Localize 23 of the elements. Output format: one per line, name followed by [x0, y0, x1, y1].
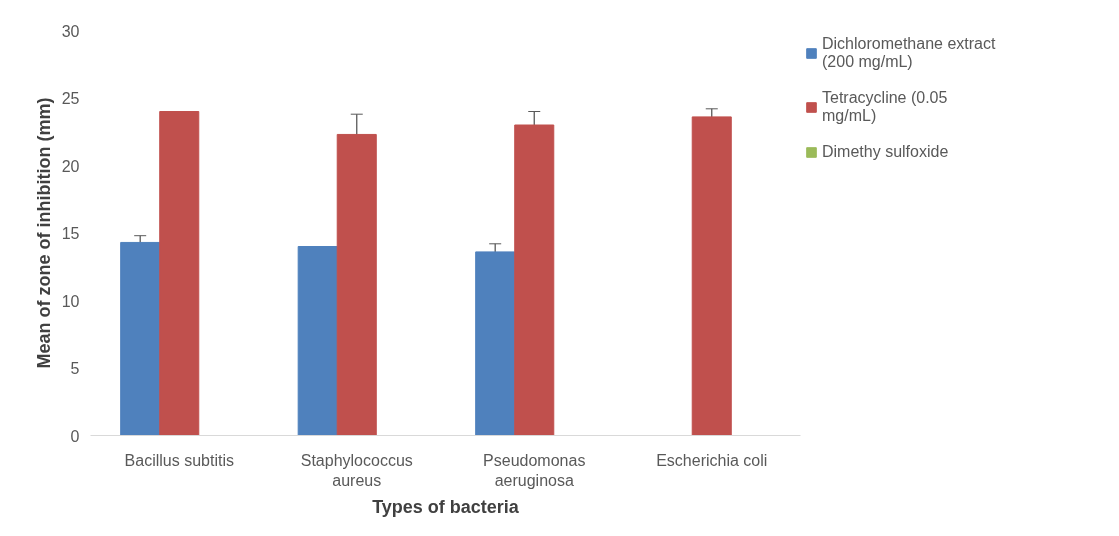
legend-label: Dimethy sulfoxide — [822, 143, 949, 161]
y-tick-label: 10 — [61, 292, 80, 310]
y-tick-label: 15 — [61, 225, 80, 242]
x-tick-label: Pseudomonas aeruginosa — [483, 451, 586, 489]
y-tick-label: 0 — [70, 427, 80, 445]
bar — [475, 251, 516, 436]
y-tick-label: 20 — [61, 157, 80, 175]
legend-label: Tetracycline (0.05 mg/mL) — [822, 89, 948, 125]
x-tick-label: Bacillus subtitis — [124, 451, 234, 469]
y-axis-title: Mean of zone of inhibition (mm) — [33, 97, 54, 369]
y-tick-label: 5 — [70, 360, 80, 377]
bar — [159, 111, 200, 436]
bar — [120, 241, 161, 436]
bar — [691, 116, 732, 436]
legend-label: Dichloromethane extract (200 mg/mL) — [822, 35, 996, 71]
bar — [297, 246, 338, 436]
x-axis-title: Types of bacteria — [372, 496, 520, 517]
y-tick-label: 30 — [61, 22, 80, 40]
y-tick-label: 25 — [61, 90, 80, 107]
x-tick-label: Escherichia coli — [656, 451, 768, 469]
bar — [514, 124, 555, 436]
x-tick-label: Staphylococcus aureus — [300, 451, 413, 489]
bar — [336, 133, 377, 436]
